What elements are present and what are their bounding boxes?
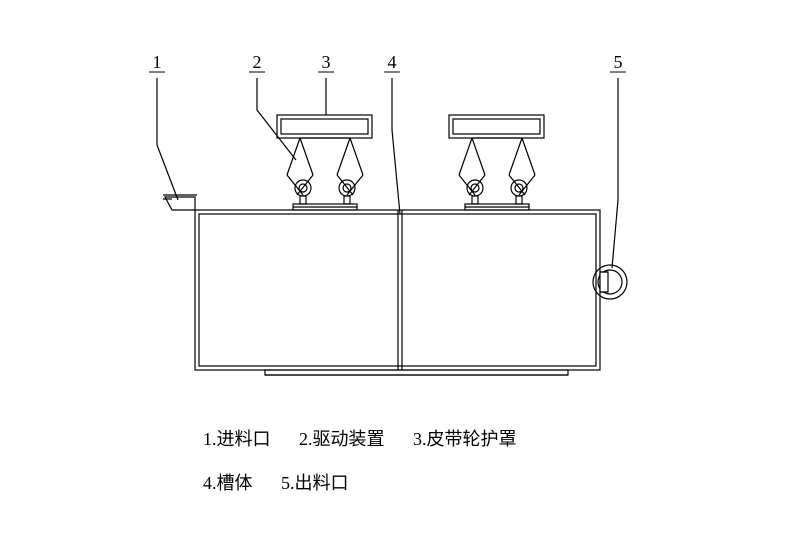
- callout-num-4: 4: [388, 52, 397, 72]
- legend: 1.进料口 2.驱动装置 3.皮带轮护罩 4.槽体 5.出料口: [203, 425, 541, 495]
- base-strip: [265, 370, 568, 375]
- callout-num-2: 2: [253, 52, 262, 72]
- leader-4: [392, 78, 400, 214]
- callout-num-3: 3: [322, 52, 331, 72]
- legend-item-1: 1.进料口: [203, 425, 271, 451]
- callout-num-5: 5: [614, 52, 623, 72]
- legend-row-2: 4.槽体 5.出料口: [203, 469, 541, 495]
- legend-item-5: 5.出料口: [281, 469, 349, 495]
- callout-num-1: 1: [153, 52, 162, 72]
- legend-item-4: 4.槽体: [203, 469, 253, 495]
- motor-assembly-2: [449, 115, 544, 210]
- leader-5: [612, 78, 618, 268]
- legend-item-2: 2.驱动装置: [299, 425, 385, 451]
- legend-item-3: 3.皮带轮护罩: [413, 425, 517, 451]
- leader-1: [157, 78, 178, 200]
- outlet-neck: [600, 272, 608, 292]
- motor-assembly-1: [277, 115, 372, 210]
- diagram-container: 1 2 3 4 5 1.进料口 2.驱动装置 3.皮带轮护罩 4.槽体 5.出料…: [0, 0, 800, 533]
- legend-row-1: 1.进料口 2.驱动装置 3.皮带轮护罩: [203, 425, 541, 451]
